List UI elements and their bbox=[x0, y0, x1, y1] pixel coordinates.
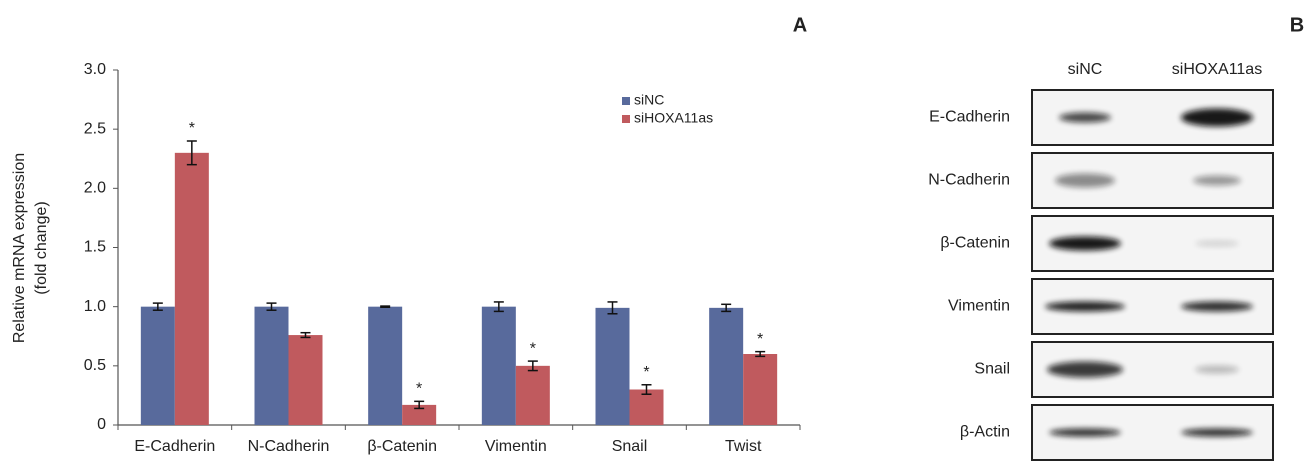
error-bar bbox=[301, 333, 311, 338]
blot-band bbox=[1181, 109, 1253, 127]
y-tick-label: 3.0 bbox=[84, 61, 106, 78]
y-tick-label: 1.5 bbox=[84, 239, 106, 256]
blot-band bbox=[1181, 302, 1253, 312]
y-tick-label: 2.0 bbox=[84, 180, 106, 197]
blot-band bbox=[1195, 366, 1239, 374]
blot-row-label: E-Cadherin bbox=[929, 109, 1010, 126]
panel-label: B bbox=[1290, 14, 1304, 36]
bar bbox=[743, 354, 777, 425]
x-tick-label: β-Catenin bbox=[367, 438, 437, 455]
error-bar bbox=[380, 306, 390, 307]
significance-marker: * bbox=[416, 381, 422, 398]
blot-row-label: β-Actin bbox=[960, 424, 1010, 441]
x-tick-label: Snail bbox=[612, 438, 648, 455]
blot-band bbox=[1047, 362, 1123, 378]
y-axis-label: Relative mRNA expression bbox=[11, 153, 28, 343]
bar bbox=[141, 307, 175, 425]
blot-band bbox=[1181, 429, 1253, 437]
blot-band bbox=[1055, 174, 1115, 188]
y-tick-label: 2.5 bbox=[84, 120, 106, 137]
y-axis-label: (fold change) bbox=[33, 201, 50, 294]
bar bbox=[368, 307, 402, 425]
blot-band bbox=[1049, 429, 1121, 437]
blot-column-label: siNC bbox=[1068, 61, 1103, 78]
blot-band bbox=[1049, 237, 1121, 251]
blot-row-label: N-Cadherin bbox=[928, 172, 1010, 189]
blot-band bbox=[1059, 113, 1111, 123]
bar bbox=[255, 307, 289, 425]
y-tick-label: 0.5 bbox=[84, 357, 106, 374]
x-tick-label: N-Cadherin bbox=[248, 438, 330, 455]
x-tick-label: Vimentin bbox=[485, 438, 547, 455]
bar bbox=[516, 366, 550, 425]
legend-swatch bbox=[622, 97, 630, 105]
blot-column-label: siHOXA11as bbox=[1172, 61, 1262, 78]
panel-label: A bbox=[793, 14, 807, 36]
y-tick-label: 1.0 bbox=[84, 298, 106, 315]
blot-row-label: Vimentin bbox=[948, 298, 1010, 315]
y-tick-label: 0 bbox=[97, 416, 106, 433]
blot-row-label: Snail bbox=[974, 361, 1010, 378]
blot-row-label: β-Catenin bbox=[940, 235, 1010, 252]
bar bbox=[482, 307, 516, 425]
legend-label: siNC bbox=[634, 92, 664, 108]
legend-swatch bbox=[622, 115, 630, 123]
bar bbox=[709, 308, 743, 425]
bar bbox=[175, 153, 209, 425]
bar bbox=[596, 308, 630, 425]
legend-label: siHOXA11as bbox=[634, 110, 713, 126]
x-tick-label: Twist bbox=[725, 438, 762, 455]
significance-marker: * bbox=[643, 364, 649, 381]
significance-marker: * bbox=[530, 340, 536, 357]
figure: A B Relative mRNA expression (fold chang… bbox=[0, 0, 1309, 461]
blot-band bbox=[1045, 302, 1125, 312]
blot-band bbox=[1193, 176, 1241, 186]
bar bbox=[289, 335, 323, 425]
significance-marker: * bbox=[757, 331, 763, 348]
blot-band bbox=[1195, 241, 1239, 247]
x-tick-label: E-Cadherin bbox=[134, 438, 215, 455]
significance-marker: * bbox=[189, 120, 195, 137]
